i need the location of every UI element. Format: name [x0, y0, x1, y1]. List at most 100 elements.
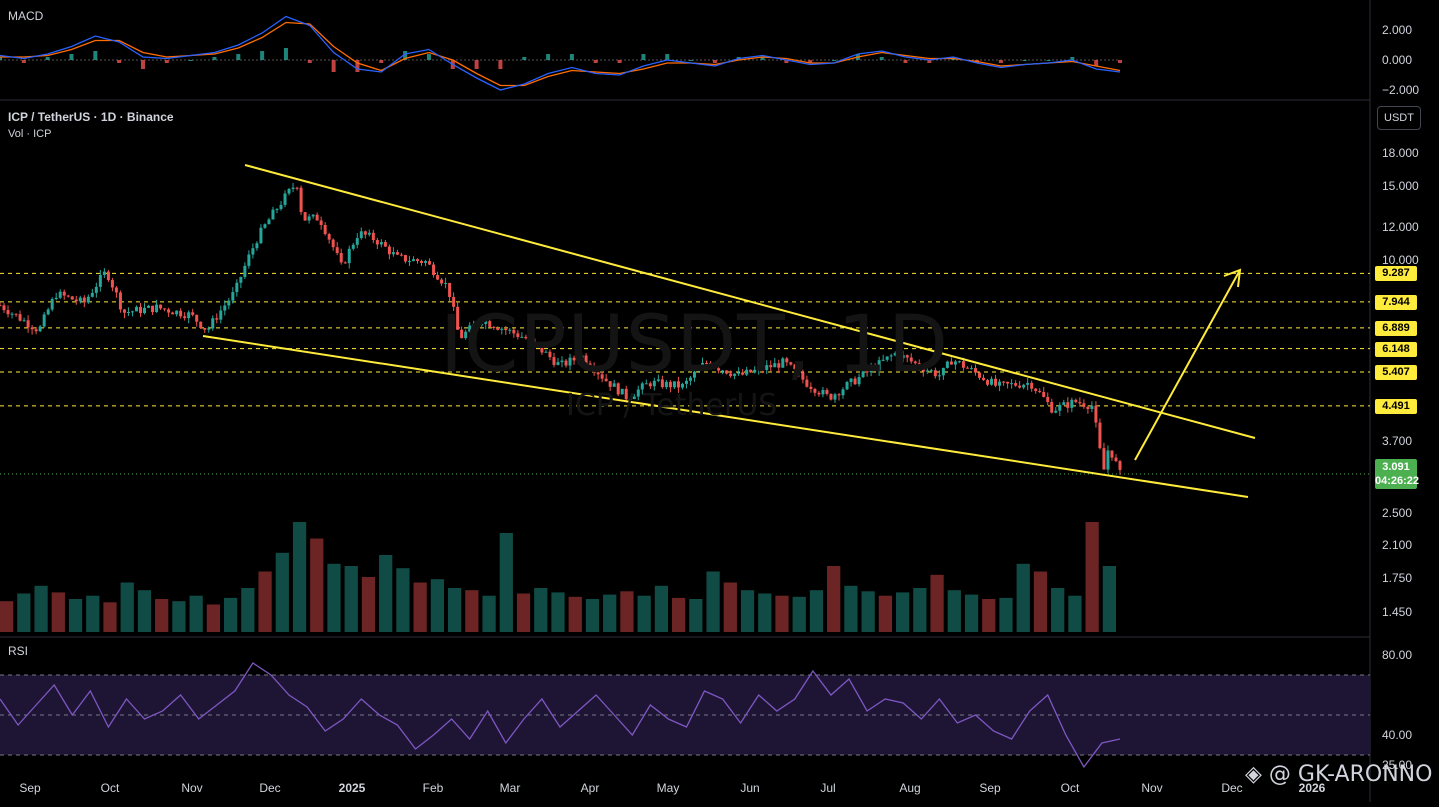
- candle-body: [524, 336, 528, 339]
- candle-body: [339, 253, 343, 263]
- volume-bar: [809, 590, 824, 632]
- candle-body: [1066, 402, 1070, 408]
- volume-bar: [964, 594, 979, 632]
- candle-body: [239, 277, 243, 283]
- time-axis-label: Feb: [422, 781, 444, 795]
- currency-button[interactable]: USDT: [1377, 106, 1421, 130]
- candle-body: [215, 318, 219, 320]
- volume-bar: [172, 601, 186, 632]
- candle-body: [596, 372, 600, 375]
- candle-body: [753, 369, 757, 373]
- volume-bar: [775, 595, 789, 632]
- candle-body: [672, 381, 676, 388]
- symbol-header[interactable]: ICP / TetherUS · 1D · Binance: [8, 110, 174, 124]
- candle-body: [761, 367, 765, 370]
- candle-body: [223, 305, 227, 311]
- volume-bar: [448, 588, 462, 632]
- rsi-label[interactable]: RSI: [8, 644, 29, 658]
- candle-body: [18, 314, 22, 321]
- candle-body: [335, 247, 339, 254]
- candle-body: [797, 369, 801, 373]
- symbol-watermark: ICPUSDT, 1D: [440, 300, 950, 390]
- candle-body: [705, 362, 709, 364]
- candle-body: [355, 238, 359, 245]
- macd-histogram-bar: [712, 60, 717, 63]
- candle-body: [476, 324, 480, 326]
- candle-body: [757, 367, 761, 370]
- candle-body: [323, 225, 327, 235]
- candle-body: [680, 383, 684, 388]
- candle-body: [721, 370, 725, 372]
- volume-bar: [413, 582, 427, 632]
- candle-body: [359, 231, 363, 239]
- macd-histogram-bar: [1070, 57, 1075, 60]
- volume-bar: [758, 593, 772, 632]
- candle-body: [468, 325, 472, 332]
- candle-body: [1010, 383, 1014, 385]
- volume-bar: [861, 591, 875, 632]
- macd-axis-tick: −2.000: [1382, 83, 1420, 97]
- candle-body: [122, 309, 126, 313]
- candle-body: [295, 187, 299, 189]
- volume-bar: [155, 599, 169, 632]
- macd-histogram-bar: [808, 60, 813, 63]
- trendline-lower: [202, 335, 1249, 498]
- time-axis-label: Aug: [899, 781, 921, 795]
- candle-body: [1026, 382, 1030, 385]
- candle-body: [528, 338, 532, 340]
- candle-body: [660, 379, 664, 388]
- volume-bar: [689, 599, 703, 632]
- candle-body: [211, 318, 215, 329]
- volume-bar: [482, 595, 496, 632]
- candle-body: [383, 242, 387, 247]
- candle-body: [813, 388, 817, 393]
- volume-bar: [637, 595, 651, 632]
- candle-body: [163, 308, 167, 310]
- candle-body: [520, 336, 524, 338]
- candle-body: [684, 380, 688, 384]
- macd-label[interactable]: MACD: [8, 9, 44, 23]
- candle-body: [363, 231, 367, 235]
- candle-body: [227, 300, 231, 306]
- candle-body: [861, 371, 865, 378]
- candle-body: [151, 305, 155, 313]
- candle-body: [492, 326, 496, 328]
- candle-body: [817, 392, 821, 395]
- candle-body: [1074, 399, 1078, 403]
- candle-body: [134, 306, 138, 312]
- candle-body: [42, 314, 46, 327]
- candle-body: [600, 374, 604, 379]
- candle-body: [147, 305, 151, 308]
- candle-body: [219, 310, 223, 320]
- name-watermark: ICP / TetherUS: [566, 388, 778, 423]
- candle-body: [1102, 448, 1106, 470]
- volume-bar: [103, 602, 117, 632]
- candle-body: [965, 367, 969, 369]
- candle-body: [130, 311, 134, 313]
- candle-body: [620, 388, 624, 395]
- candle-body: [391, 252, 395, 255]
- macd-histogram-bar: [760, 57, 765, 60]
- volume-bar: [603, 594, 617, 632]
- candle-body: [1034, 388, 1038, 392]
- candle-body: [1082, 403, 1086, 407]
- volume-header[interactable]: Vol · ICP: [8, 128, 52, 140]
- volume-bar: [982, 599, 996, 632]
- volume-bar: [430, 579, 444, 632]
- candle-body: [986, 380, 990, 385]
- candle-body: [183, 316, 187, 319]
- volume-bar: [1102, 566, 1116, 632]
- candle-body: [291, 187, 295, 189]
- volume-bar: [68, 599, 83, 632]
- candle-body: [26, 320, 30, 328]
- candle-body: [508, 329, 512, 331]
- time-axis-label: 2026: [1298, 781, 1326, 795]
- binance-logo-icon: ◈: [1245, 762, 1262, 787]
- candle-body: [54, 297, 58, 300]
- candle-body: [114, 287, 118, 293]
- macd-histogram-bar: [283, 48, 288, 60]
- candle-body: [556, 362, 560, 365]
- candle-body: [717, 368, 721, 371]
